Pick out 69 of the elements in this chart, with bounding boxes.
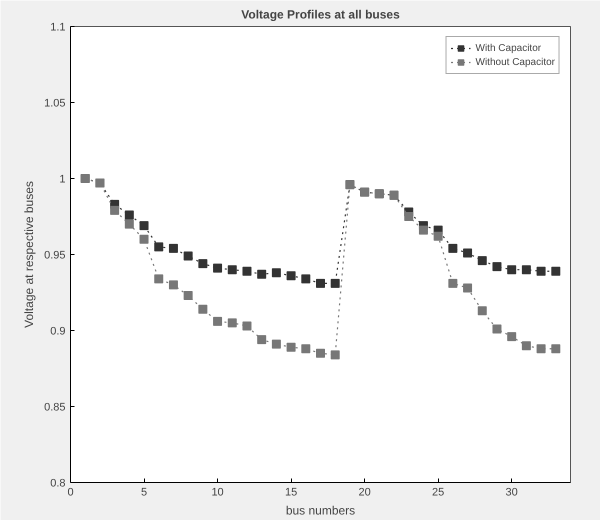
y-tick-label: 0.95 [44,250,66,262]
y-tick-label: 1.05 [44,98,66,110]
point [272,268,281,278]
point [404,212,414,221]
point [448,278,458,288]
y-tick-label: 0.8 [50,478,66,490]
point [154,242,164,252]
point [301,274,310,284]
point [184,252,193,261]
point [213,264,222,273]
point [257,335,266,344]
point [124,210,134,220]
point [286,342,296,352]
point [140,221,149,230]
point [463,283,472,292]
point [168,280,178,290]
y-tick-label: 1.1 [50,22,66,34]
x-tick-label: 20 [358,486,371,498]
point [551,344,560,354]
point [301,344,310,354]
point [551,266,560,276]
x-tick-label: 15 [284,486,298,498]
y-axis-title: Voltage at respective buses [22,181,36,328]
x-axis-title: bus numbers [286,504,356,518]
point [316,348,325,358]
point [286,271,296,280]
point [228,318,237,328]
point [316,278,325,288]
y-tick-label: 1 [59,174,66,186]
point [448,244,458,253]
point [330,278,340,288]
point [330,350,340,360]
point [257,270,266,279]
point [492,262,502,272]
x-tick-label: 5 [140,486,148,498]
point [110,206,120,215]
point [536,344,546,354]
point [154,274,164,284]
point [272,340,281,349]
x-tick-label: 30 [506,486,518,498]
y-tick-label: 0.9 [50,326,66,338]
legend-label: With Capacitor [476,42,542,54]
legend-label: Without Capacitor [476,56,555,68]
point [434,232,443,241]
x-tick-label: 10 [211,486,224,498]
point [124,220,134,229]
point [228,265,237,274]
x-tick-label: 0 [67,486,74,498]
point [242,266,252,276]
point [463,248,472,258]
point [522,265,531,274]
point [478,306,487,316]
point [492,324,502,334]
point [242,321,252,330]
point [198,259,208,268]
point [478,256,487,266]
point [213,316,222,326]
point [140,234,149,244]
point [198,304,208,314]
y-tick-label: 0.85 [44,402,66,414]
point [507,332,516,342]
x-tick-label: 25 [432,486,444,498]
point [418,226,428,235]
chart-title: Voltage Profiles at all buses [241,8,400,22]
point [184,291,193,300]
point [168,244,178,253]
point [507,265,516,274]
point [536,266,546,276]
point [522,341,531,350]
